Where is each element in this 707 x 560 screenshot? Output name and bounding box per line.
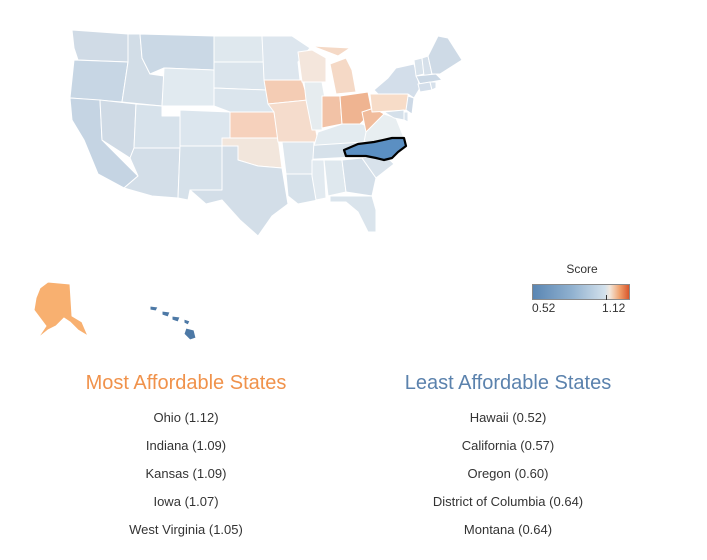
list-item[interactable]: Oregon (0.60) xyxy=(360,466,656,494)
legend-color-ramp xyxy=(532,284,630,300)
state-new-jersey[interactable] xyxy=(405,95,415,115)
state-score: (0.64) xyxy=(518,522,553,537)
legend-tick xyxy=(606,295,607,300)
state-wyoming[interactable] xyxy=(161,67,215,107)
state-score: (0.60) xyxy=(514,466,549,481)
state-score: (0.52) xyxy=(512,410,547,425)
state-name: Kansas xyxy=(145,466,189,481)
list-item[interactable]: Kansas (1.09) xyxy=(40,466,332,494)
state-michigan[interactable] xyxy=(329,57,357,95)
state-south-dakota[interactable] xyxy=(213,61,267,91)
state-oregon[interactable] xyxy=(69,59,129,103)
state-massachusetts[interactable] xyxy=(415,73,443,85)
list-item[interactable]: Montana (0.64) xyxy=(360,522,656,550)
state-score: (1.05) xyxy=(208,522,243,537)
state-name: Ohio xyxy=(153,410,181,425)
state-texas[interactable] xyxy=(189,145,289,237)
state-kansas[interactable] xyxy=(229,111,279,139)
state-montana[interactable] xyxy=(139,33,215,75)
state-north-carolina[interactable] xyxy=(342,136,408,162)
list-item[interactable]: Indiana (1.09) xyxy=(40,438,332,466)
list-item[interactable]: Ohio (1.12) xyxy=(40,410,332,438)
state-louisiana[interactable] xyxy=(285,173,319,205)
state-utah[interactable] xyxy=(133,103,181,149)
us-choropleth-map xyxy=(33,29,463,341)
state-new-york[interactable] xyxy=(373,63,421,99)
state-michigan-up[interactable] xyxy=(311,45,351,57)
state-score: (1.09) xyxy=(192,466,227,481)
most-affordable-list: Ohio (1.12) Indiana (1.09) Kansas (1.09)… xyxy=(40,410,332,550)
state-indiana[interactable] xyxy=(321,95,343,129)
state-name: District of Columbia xyxy=(432,494,546,509)
state-delaware[interactable] xyxy=(403,111,409,123)
state-name: Montana xyxy=(463,522,515,537)
state-score: (1.07) xyxy=(184,494,219,509)
state-nebraska[interactable] xyxy=(213,87,275,113)
state-washington[interactable] xyxy=(71,29,129,63)
most-affordable-panel: Most Affordable States Ohio (1.12) India… xyxy=(40,372,332,550)
least-affordable-list: Hawaii (0.52) California (0.57) Oregon (… xyxy=(360,410,656,550)
state-north-dakota[interactable] xyxy=(213,35,265,63)
state-maine[interactable] xyxy=(427,35,463,75)
state-alaska[interactable] xyxy=(33,281,89,339)
state-name: Oregon xyxy=(467,466,511,481)
state-florida[interactable] xyxy=(329,195,377,233)
list-item[interactable]: Iowa (1.07) xyxy=(40,494,332,522)
most-affordable-title: Most Affordable States xyxy=(85,372,287,394)
state-score: (1.12) xyxy=(184,410,219,425)
list-item[interactable]: District of Columbia (0.64) xyxy=(360,494,656,522)
state-illinois[interactable] xyxy=(303,81,327,131)
state-score: (0.64) xyxy=(549,494,584,509)
list-item[interactable]: Hawaii (0.52) xyxy=(360,410,656,438)
state-name: West Virginia xyxy=(129,522,206,537)
state-name: Iowa xyxy=(153,494,181,509)
state-arkansas[interactable] xyxy=(281,141,315,175)
state-wisconsin[interactable] xyxy=(297,49,327,83)
list-item[interactable]: California (0.57) xyxy=(360,438,656,466)
state-name: California xyxy=(461,438,517,453)
state-hawaii[interactable] xyxy=(149,305,197,341)
state-georgia[interactable] xyxy=(341,157,377,197)
state-name: Indiana xyxy=(145,438,189,453)
state-score: (0.57) xyxy=(520,438,555,453)
least-affordable-panel: Least Affordable States Hawaii (0.52) Ca… xyxy=(360,372,656,550)
legend-min-label: 0.52 xyxy=(532,301,556,315)
legend-title: Score xyxy=(566,262,598,276)
state-name: Hawaii xyxy=(469,410,509,425)
state-rhode-island[interactable] xyxy=(429,81,437,91)
list-item[interactable]: West Virginia (1.05) xyxy=(40,522,332,550)
state-score: (1.09) xyxy=(192,438,227,453)
score-legend: Score 0.52 1.12 xyxy=(532,262,632,317)
legend-max-label: 1.12 xyxy=(602,301,626,315)
state-mississippi[interactable] xyxy=(311,159,327,201)
state-pennsylvania[interactable] xyxy=(369,93,411,113)
least-affordable-title: Least Affordable States xyxy=(404,372,612,394)
